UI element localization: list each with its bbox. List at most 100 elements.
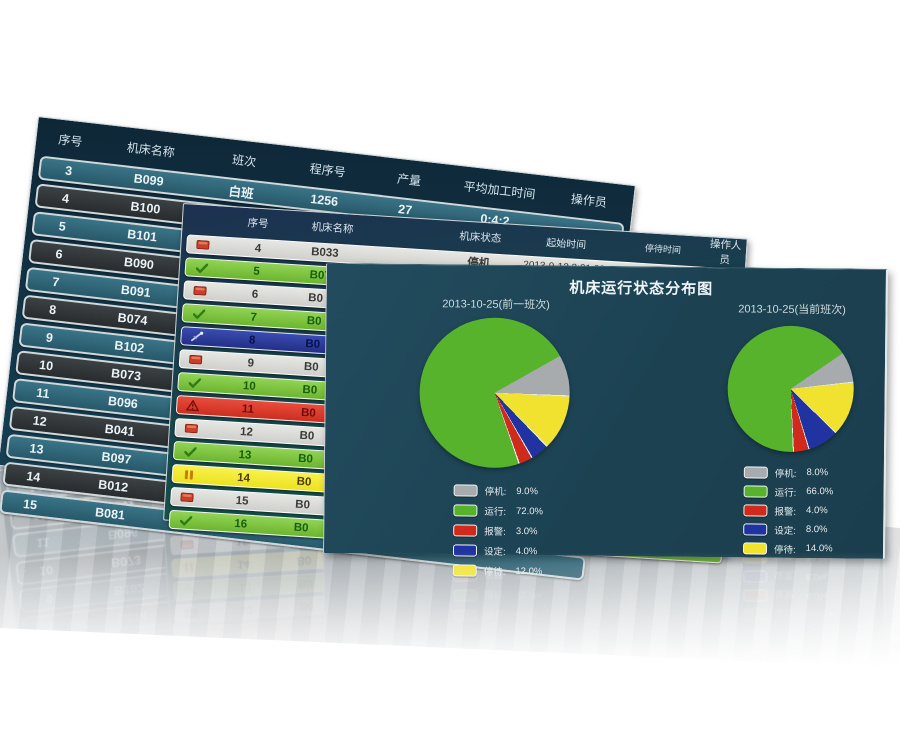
brick-icon bbox=[187, 239, 219, 250]
current-shift-legend: 停机: 8.0% 运行: 66.0% 报警: 4.0% 设定: 8.0% 停待: 14.0% bbox=[742, 462, 834, 558]
legend-label: 停机: bbox=[774, 468, 797, 480]
legend-item[interactable]: 停待: 12.0% bbox=[452, 560, 543, 581]
cell: 白班 bbox=[227, 183, 255, 201]
cell: 1256 bbox=[309, 191, 339, 210]
cell: B102 bbox=[113, 338, 145, 356]
cell-reflection: 0:4:50 bbox=[472, 678, 511, 698]
cell: 15 bbox=[22, 496, 38, 513]
legend-item[interactable]: 报警: 4.0% bbox=[743, 500, 833, 520]
cell-reflection: 2013-9-12 10:08:07 bbox=[511, 743, 614, 750]
legend-value: 72.0% bbox=[515, 505, 544, 517]
cell-reflection: 27 bbox=[397, 718, 413, 734]
table-row[interactable]: 16 B0 bbox=[168, 509, 723, 564]
cell-reflection: 6 bbox=[251, 741, 259, 750]
legend-item[interactable]: 运行: 66.0% bbox=[743, 481, 834, 501]
cell-reflection: 12 bbox=[239, 603, 254, 617]
cell: 10 bbox=[242, 379, 257, 393]
legend-swatch-reflection bbox=[453, 589, 478, 602]
r-front-reflection: 机床运行状态分布图 2013-10-25(前一班次) 2013-10-25(当前… bbox=[322, 528, 888, 668]
cell-reflection bbox=[437, 654, 540, 666]
legend-item[interactable]: 报警: 3.0% bbox=[453, 520, 543, 541]
legend-swatch bbox=[453, 524, 478, 537]
legend-swatch bbox=[743, 484, 768, 498]
legend-value-reflection: 72.0% bbox=[515, 589, 544, 601]
wrench-icon-reflection bbox=[181, 699, 213, 712]
legend-label: 停机: bbox=[484, 486, 507, 498]
legend-item[interactable]: 设定: 8.0% bbox=[743, 519, 833, 539]
legend-item[interactable]: 设定: 4.0% bbox=[452, 540, 543, 561]
check-icon bbox=[170, 514, 202, 526]
cell-reflection: 11 bbox=[241, 626, 255, 640]
table-row[interactable]: 13 B0 bbox=[172, 440, 727, 495]
column-header-reflection: 产量 bbox=[369, 744, 448, 750]
cell-reflection: 7 bbox=[51, 646, 61, 662]
column-header-reflection: 平均加工时间 bbox=[462, 734, 537, 750]
legend-item[interactable]: 停待: 14.0% bbox=[742, 538, 833, 558]
table-row[interactable]: 15 B0 bbox=[169, 486, 725, 541]
cell-reflection bbox=[506, 656, 608, 662]
legend-label: 停待: bbox=[483, 566, 506, 578]
cell-reflection bbox=[437, 663, 506, 667]
column-header: 操作人员 bbox=[709, 238, 742, 267]
cell-reflection bbox=[702, 718, 735, 720]
cell: B091 bbox=[120, 282, 152, 301]
table-row[interactable]: 9 B0 bbox=[178, 349, 733, 403]
cell: 9 bbox=[45, 330, 54, 346]
right-chart-subtitle: 2013-10-25(当前班次) bbox=[738, 303, 846, 317]
table-row[interactable]: 10 B0 bbox=[177, 372, 732, 426]
legend-item-reflection: 运行: 72.0% bbox=[453, 585, 543, 606]
table-row[interactable]: 5B071运行2013-9-12 10:08:0700天00时00分24秒 bbox=[184, 257, 739, 312]
cell: 9 bbox=[247, 356, 255, 370]
legend-value: 3.0% bbox=[515, 525, 538, 537]
brick-icon-reflection bbox=[184, 746, 216, 750]
legend-item[interactable]: 停机: 8.0% bbox=[743, 462, 834, 482]
cell-reflection bbox=[439, 686, 508, 690]
table-row[interactable]: 7 B0 bbox=[181, 303, 736, 357]
column-header: 序号 bbox=[57, 132, 84, 149]
cell-reflection: 9 bbox=[45, 590, 54, 606]
legend-value: 12.0% bbox=[515, 565, 543, 577]
table-row[interactable]: 12 B0 bbox=[174, 417, 729, 472]
table-row[interactable]: 6 B0 bbox=[182, 280, 738, 334]
pause-icon-reflection bbox=[173, 562, 205, 574]
cell-reflection: B0 bbox=[307, 737, 324, 750]
cell-reflection bbox=[701, 695, 734, 697]
check-icon bbox=[174, 445, 206, 457]
legend-swatch bbox=[742, 541, 768, 555]
legend-item[interactable]: 运行: 72.0% bbox=[453, 500, 543, 521]
legend-label-reflection: 运行: bbox=[484, 588, 507, 600]
legend-item[interactable]: 停机: 9.0% bbox=[453, 480, 544, 501]
cell-reflection: 10 bbox=[38, 562, 54, 579]
cell-reflection: 7 bbox=[250, 718, 258, 732]
column-header: 产量 bbox=[396, 171, 422, 188]
table-row[interactable]: 8 B0 bbox=[180, 326, 735, 380]
cell: 7 bbox=[51, 274, 61, 290]
legend-item-reflection: 设定: 8.0% bbox=[743, 567, 833, 587]
table-row[interactable]: 11 B0 bbox=[175, 394, 730, 449]
cell-reflection bbox=[272, 647, 357, 657]
legend-label-reflection: 报警: bbox=[774, 588, 797, 600]
cell-reflection: 11 bbox=[35, 534, 51, 551]
cell-reflection bbox=[546, 701, 621, 710]
table-row[interactable]: 4B033停机2013-9-12 3:21:2300天06时47分09秒 bbox=[185, 234, 740, 289]
table-row-reflection: 7 B0 bbox=[182, 685, 736, 739]
legend-value: 8.0% bbox=[806, 467, 829, 479]
table-row[interactable]: 14 B0 bbox=[171, 463, 726, 518]
legend-label: 报警: bbox=[484, 526, 506, 538]
legend-swatch bbox=[453, 504, 478, 517]
column-header: 机床状态 bbox=[459, 229, 502, 245]
alert-triangle-icon-reflection bbox=[177, 630, 209, 643]
cell-reflection: 4 bbox=[61, 729, 70, 745]
cell-reflection bbox=[609, 674, 699, 680]
legend-label: 运行: bbox=[774, 487, 797, 499]
cell-reflection: 10 bbox=[242, 649, 257, 663]
check-icon-reflection bbox=[183, 722, 215, 734]
cell-reflection: B100 bbox=[129, 719, 162, 737]
brick-icon-reflection bbox=[180, 677, 212, 688]
cell: 14 bbox=[236, 471, 251, 485]
legend-value-reflection: 66.0% bbox=[806, 608, 834, 620]
current-shift-legend-reflection: 停机:8.0%运行:66.0%报警:4.0%设定:8.0%停待:14.0% bbox=[742, 548, 834, 644]
legend-swatch bbox=[743, 522, 768, 536]
table-row-reflection: 6 B0 bbox=[183, 708, 737, 750]
